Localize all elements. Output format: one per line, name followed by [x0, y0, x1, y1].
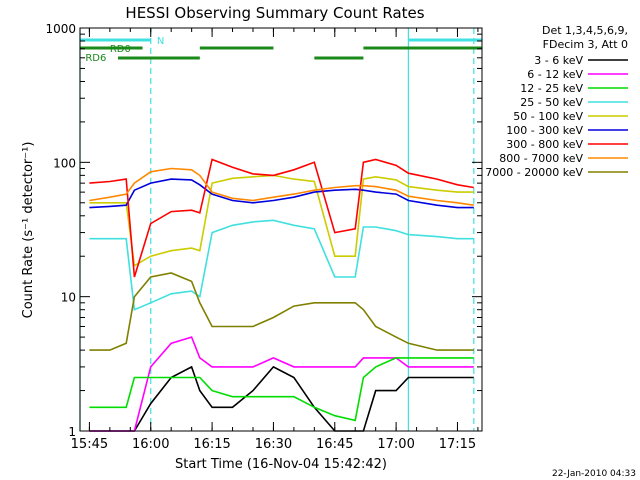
- series-line: [89, 158, 474, 278]
- x-axis: 15:45 16:00 16:15 16:30 16:45 17:00 17:15: [71, 28, 479, 452]
- x-tick-label: 16:30: [255, 437, 292, 452]
- legend-entry-label: 7000 - 20000 keV: [485, 166, 583, 179]
- x-tick-label: 16:00: [132, 437, 169, 452]
- flag-bars: N RD0 RD6: [80, 36, 482, 64]
- time-markers: [79, 28, 475, 431]
- x-tick-label: 16:15: [193, 437, 230, 452]
- legend-entry-label: 3 - 6 keV: [534, 54, 583, 67]
- series-line: [89, 167, 474, 206]
- y-tick-label: 1: [68, 425, 76, 439]
- legend-entry-label: 100 - 300 keV: [506, 124, 583, 137]
- x-axis-label: Start Time (16-Nov-04 15:42:42): [175, 457, 387, 472]
- legend-entry-label: 25 - 50 keV: [520, 96, 583, 109]
- series-line: [89, 174, 474, 267]
- flag-label-rd0: RD0: [110, 44, 131, 55]
- x-tick-label: 17:15: [439, 437, 476, 452]
- flag-label-n: N: [157, 36, 164, 47]
- y-tick-label: 10: [61, 291, 76, 305]
- series-line: [89, 219, 474, 311]
- x-tick-label: 16:45: [316, 437, 353, 452]
- legend-entry-label: 6 - 12 keV: [527, 68, 583, 81]
- series-line: [89, 336, 474, 432]
- legend: Det 1,3,4,5,6,9,FDecim 3, Att 0 3 - 6 keV…: [485, 24, 628, 179]
- legend-header: Det 1,3,4,5,6,9,: [542, 24, 628, 37]
- x-tick-label: 17:00: [377, 437, 414, 452]
- series-line: [89, 272, 474, 351]
- x-tick-label: 15:45: [71, 437, 108, 452]
- series-lines: [89, 158, 474, 432]
- series-line: [89, 178, 474, 209]
- series-line: [89, 357, 474, 422]
- flag-label-rd6: RD6: [85, 53, 106, 64]
- y-tick-label: 100: [53, 156, 76, 170]
- legend-header: FDecim 3, Att 0: [543, 38, 628, 51]
- legend-entry-label: 12 - 25 keV: [520, 82, 583, 95]
- legend-entry-label: 50 - 100 keV: [513, 110, 583, 123]
- plot-frame: [79, 27, 483, 432]
- y-axis-label: Count Rate (s⁻¹ detector⁻¹): [21, 142, 36, 319]
- legend-entry-label: 800 - 7000 keV: [499, 152, 583, 165]
- footer-timestamp: 22-Jan-2010 04:33: [552, 469, 636, 479]
- series-line: [89, 365, 474, 432]
- chart-title: HESSI Observing Summary Count Rates: [125, 4, 424, 22]
- legend-entry-label: 300 - 800 keV: [506, 138, 583, 151]
- y-axis: 1 10 100 1000: [45, 22, 482, 439]
- y-tick-label: 1000: [45, 22, 76, 36]
